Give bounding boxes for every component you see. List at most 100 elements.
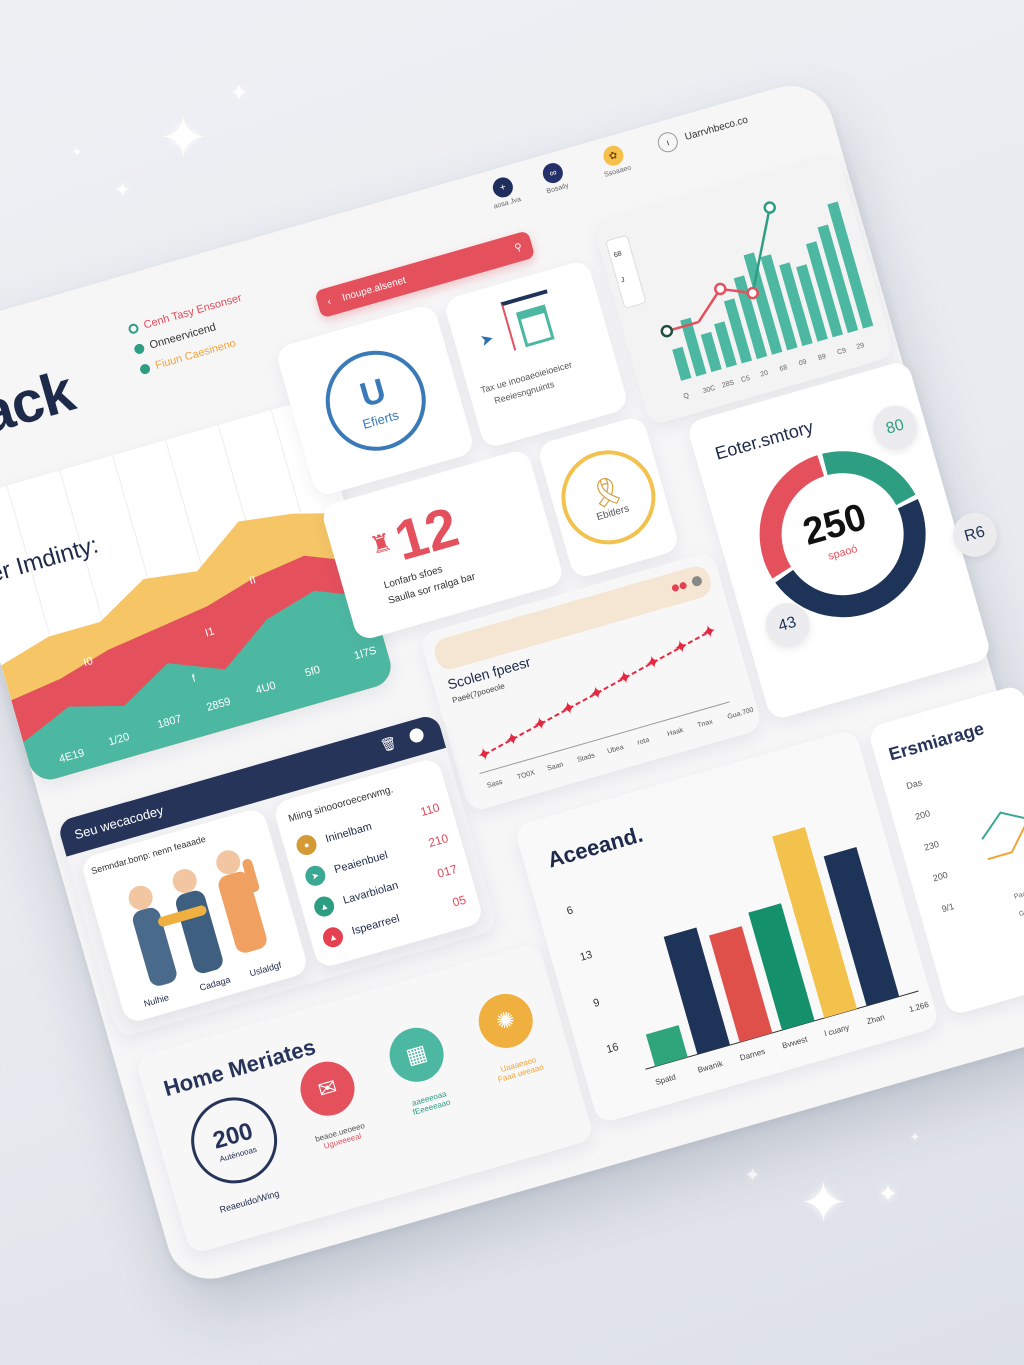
line-point [746, 286, 759, 300]
donut-slice [822, 451, 916, 506]
ribbon-ring: 🎗︎ Ebitlers [550, 439, 667, 556]
bar-line-chart: 68 J Q 30C 28S C5 20 68 09 89 C9 29 [606, 201, 874, 401]
x-tick-label: TO0X [516, 769, 536, 781]
y-tick-label: J [620, 277, 625, 285]
bar-chart-card: Aceeand. 6 13 9 16 Spatd Bwanik Darnes Bvwest l … [513, 728, 941, 1125]
y-tick-label: 200 [914, 808, 931, 822]
annotation: I1 [204, 625, 216, 639]
sparkle-icon: ✦ [230, 80, 249, 105]
sparkle-icon: ✦ [160, 106, 207, 169]
sparkle-icon: ✦ [745, 1165, 761, 1185]
home-ring-caption: Reaeuldo/Wing [218, 1188, 281, 1215]
nav-item[interactable]: + aosa Jva [487, 174, 522, 211]
list-item-label: Peaienbuel [332, 849, 390, 877]
trash-icon[interactable]: 🗑︎ [378, 734, 399, 754]
x-tick-label: Pao. aov [1013, 886, 1024, 900]
search-input[interactable]: Inoupe.alsenet [340, 274, 408, 304]
ribbon-card[interactable]: 🎗︎ Ebitlers [536, 414, 681, 580]
user-name: Uarrvhbeco.co [683, 114, 750, 143]
nav-label: Bosaily [545, 182, 570, 196]
x-tick-label: 28S [721, 379, 735, 389]
x-tick-label: 68 [779, 364, 789, 373]
globe-icon: ✺ [472, 987, 540, 1055]
y-tick-label: Das [905, 777, 924, 791]
series-line [981, 765, 1024, 840]
x-tick-label: 1.266 [908, 1000, 930, 1014]
sparkle-icon: ✦ [910, 1130, 921, 1144]
bar-chart: 6 13 9 16 Spatd Bwanik Darnes Bvwest l cuany Zhan… [565, 827, 930, 1087]
person-figure [158, 868, 223, 974]
y-axis-box [606, 235, 646, 309]
list-item-value: 210 [426, 831, 450, 851]
team-card: Seu wecacodey 🗑︎ Semndar.bonp: nenn feaa… [56, 713, 499, 1039]
metric-item[interactable]: ✺ Uaaaeaoo Faaa ueeaao [472, 987, 548, 1086]
nav-item[interactable]: ✿ Ssoaaeo [597, 142, 633, 179]
person-figure [128, 885, 177, 986]
star-marker: ✦ [531, 712, 551, 735]
x-tick-label: Sass [486, 779, 503, 790]
back-arrow-icon[interactable]: ‹ [326, 295, 333, 308]
link-icon: ∞ [540, 160, 566, 186]
bar [772, 827, 857, 1019]
list-item-label: Ispearreel [350, 912, 401, 938]
bar [700, 331, 722, 373]
bar [748, 903, 815, 1031]
nav-label: Ssoaaeo [603, 164, 633, 179]
search-icon[interactable]: ⚲ [513, 241, 524, 254]
bar [805, 241, 844, 338]
bar [817, 224, 859, 333]
settings-icon[interactable] [407, 726, 426, 745]
page-title: ack [0, 358, 81, 447]
list-item-value: 05 [450, 892, 468, 910]
x-tick-label: l cuany [823, 1023, 850, 1039]
x-tick-label: Stads [577, 752, 597, 764]
sparkle-icon: ✦ [800, 1171, 847, 1234]
annotation: I0 [82, 655, 94, 669]
x-tick-label: Haak [667, 727, 685, 738]
bar [823, 846, 900, 1006]
line-point [714, 282, 727, 296]
donut-slice [759, 455, 825, 579]
y-tick-label: 9 [592, 997, 601, 1010]
circle-icon [133, 342, 146, 356]
bar [672, 346, 692, 381]
bar [645, 1025, 688, 1067]
x-tick-label: Bvwest [781, 1035, 809, 1051]
bar [723, 298, 753, 364]
x-tick-label: rota [637, 737, 651, 747]
x-tick-label: Spatd [654, 1072, 677, 1086]
x-tick-label: Bwanik [697, 1059, 725, 1075]
y-tick-label: 200 [932, 870, 949, 884]
area-chart-card: 4E19 1/20 1807 2859 4U0 5f0 1I7S I0 I1 f II er Imd… [0, 397, 396, 785]
x-tick-label: Ubea [607, 744, 625, 755]
user-menu[interactable]: ı Uarrvhbeco.co [655, 110, 750, 155]
y-tick-label: 16 [605, 1041, 620, 1056]
stars-chart: ✦ ✦ ✦ ✦ ✦ ✦ ✦ ✦ ✦ Sass TO0X Saan Stads Ubea rota Haak Tn… [474, 620, 754, 790]
user-icon: ı [655, 129, 681, 155]
star-marker: ✦ [587, 681, 607, 704]
sparkle-icon: ✦ [72, 145, 83, 159]
bar [760, 254, 798, 351]
sparkle-icon: ✦ [878, 1181, 899, 1208]
events-letter: U [355, 371, 390, 415]
x-tick-label: 1/20 [107, 731, 131, 748]
list-item-value: 110 [418, 800, 442, 819]
annotation: II [248, 574, 257, 587]
list-item-label: Ininelbam [324, 820, 374, 846]
star-marker: ✦ [699, 620, 719, 643]
document-card[interactable]: ➤ Tax ue inooaeoieioeicer Reeiesngnuints [442, 259, 630, 450]
nav-item[interactable]: ∞ Bosaily [540, 160, 570, 195]
line-point [660, 324, 674, 338]
series-line [987, 817, 1024, 861]
dashboard-board: ack Cenh Tasy Ensonser Onneervicend Fiuu… [0, 75, 1024, 1290]
x-tick-label: 29 [856, 342, 866, 351]
star-marker: ✦ [503, 727, 523, 750]
x-tick-label: 89 [817, 353, 827, 362]
star-marker: ✦ [643, 651, 663, 674]
people-panel: Semndar.bonp: nenn feaaade Nulhie Cadaga… [79, 806, 310, 1025]
x-tick-label: Gure [1018, 907, 1024, 918]
metric-item[interactable]: ✉ beaoe.ueoeeo Ugueeeeal [294, 1055, 370, 1153]
metric-item[interactable]: ▦ aaeeeoaa fEeeeeaao [383, 1021, 459, 1119]
